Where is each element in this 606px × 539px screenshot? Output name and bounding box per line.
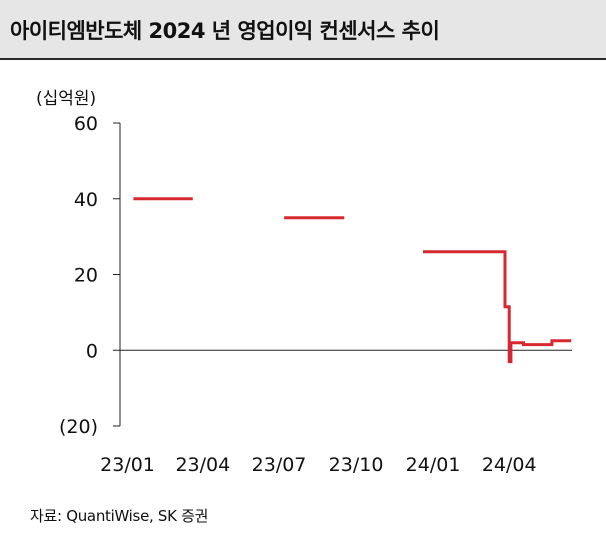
title-bar: 아이티엠반도체 2024 년 영업이익 컨센서스 추이 xyxy=(0,0,606,60)
x-tick-label: 23/07 xyxy=(252,454,307,476)
series-line-segment xyxy=(423,250,572,364)
y-tick-label: 0 xyxy=(86,340,98,362)
tick-labels-group: 60 40 20 0 (20)23/01 23/04 23/07 23/10 24/01 24/0… xyxy=(59,113,537,476)
source-note: 자료: QuantiWise, SK 증권 xyxy=(30,507,209,525)
x-tick-label: 24/04 xyxy=(482,454,537,476)
y-tick-label: 20 xyxy=(74,265,98,287)
axes-group xyxy=(113,122,572,427)
x-tick-label: 23/04 xyxy=(175,454,230,476)
y-tick-label: 40 xyxy=(74,189,98,211)
x-tick-label: 23/01 xyxy=(100,454,155,476)
chart-title: 아이티엠반도체 2024 년 영업이익 컨센서스 추이 xyxy=(10,19,440,43)
x-tick-label: 24/01 xyxy=(406,454,461,476)
y-tick-label: (20) xyxy=(59,416,98,438)
y-tick-label: 60 xyxy=(74,113,98,135)
y-axis-unit-label: (십억원) xyxy=(36,89,97,109)
x-tick-label: 23/10 xyxy=(329,454,384,476)
line-chart: 60 40 20 0 (20)23/01 23/04 23/07 23/10 24/01 24/0… xyxy=(59,113,572,476)
series-lines-group xyxy=(133,197,572,364)
